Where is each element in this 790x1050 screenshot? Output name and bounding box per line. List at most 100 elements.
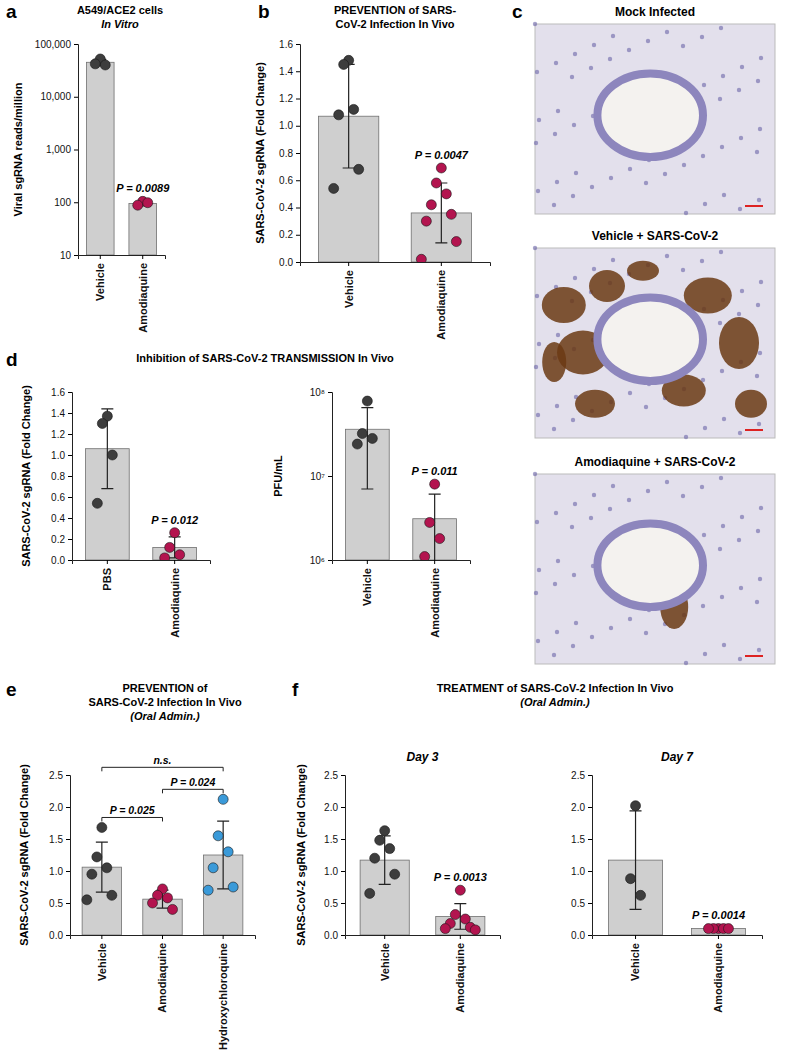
y-tick: 0.0: [571, 930, 592, 941]
y-tick: 1.5: [571, 834, 592, 845]
tick-label: Amodiaquine: [454, 943, 466, 1013]
nucleus: [553, 132, 557, 136]
tick-label: 0.0: [49, 930, 63, 941]
nucleus: [759, 506, 763, 510]
y-tick: 100,000: [35, 39, 78, 50]
tick-label: Amodiaquine: [169, 568, 181, 638]
x-tick: Amodiaquine: [137, 255, 149, 333]
tick-label: 1.0: [571, 866, 585, 877]
data-point: [420, 552, 430, 560]
nucleus: [702, 83, 706, 87]
nucleus: [757, 198, 761, 202]
tick-label: Vehicle: [94, 263, 106, 301]
annotation: P = 0.011: [412, 465, 458, 477]
data-point: [455, 885, 465, 895]
tick-label: 100,000: [35, 39, 72, 50]
tick-label: 1.0: [324, 866, 338, 877]
y-tick: 1.6: [51, 387, 72, 398]
tick-label: 2.0: [324, 802, 338, 813]
y-tick: 100: [54, 197, 78, 208]
y-tick: 0.6: [51, 492, 72, 503]
x-tick: Vehicle: [361, 560, 373, 606]
tick-mark: [66, 839, 70, 840]
data-point: [87, 869, 97, 879]
tick-mark: [588, 839, 592, 840]
nucleus: [628, 617, 632, 621]
tick-mark: [341, 775, 345, 776]
nucleus: [592, 493, 596, 497]
tick-label: 1.0: [49, 866, 63, 877]
axis-line: [301, 263, 491, 267]
nucleus: [571, 418, 575, 422]
panel-label: b: [258, 1, 270, 22]
marks: [82, 794, 243, 935]
nucleus: [755, 600, 759, 604]
tick-mark: [296, 153, 300, 154]
data-point: [163, 893, 173, 903]
tick-label: 0.2: [279, 229, 293, 240]
tick-mark: [100, 255, 101, 259]
x-tick: Vehicle: [94, 255, 106, 301]
nucleus: [644, 631, 648, 635]
tick-mark: [68, 434, 72, 435]
chart-title: PREVENTION of SARS-: [334, 4, 457, 16]
tick-label: PBS: [101, 568, 113, 591]
data-point: [148, 898, 158, 908]
data-point: [97, 822, 107, 832]
tick-label: 1.5: [49, 834, 63, 845]
tick-label: 10⁸: [310, 387, 325, 398]
data-point: [390, 869, 400, 879]
data-point: [218, 794, 228, 804]
axis-line: [346, 936, 501, 940]
nucleus: [758, 127, 762, 131]
tick-mark: [66, 903, 70, 904]
figure: aA549/ACE2 cellsIn Vitro101001,00010,000…: [0, 0, 790, 1050]
tick-label: 0.8: [279, 148, 293, 159]
nucleus: [534, 365, 538, 369]
nucleus: [718, 547, 722, 551]
marks: [319, 55, 472, 262]
data-point: [470, 925, 480, 935]
data-point: [175, 550, 185, 560]
nucleus: [608, 507, 612, 511]
tick-mark: [68, 476, 72, 477]
tick-label: 100: [54, 197, 71, 208]
nucleus: [701, 604, 705, 608]
axis-line: [68, 393, 73, 561]
marks: [85, 409, 196, 560]
chart-title: SARS-CoV-2 Infection In Vivo: [88, 696, 241, 708]
data-point: [133, 200, 143, 210]
tick-label: Amodiaquine: [156, 943, 168, 1013]
nucleus: [722, 643, 726, 647]
nucleus: [536, 189, 540, 193]
nucleus: [684, 211, 688, 215]
tick-mark: [328, 560, 332, 561]
data-point: [107, 450, 117, 460]
tick-label: 0.5: [324, 898, 338, 909]
y-tick: 0.0: [49, 930, 70, 941]
bracket-label: P = 0.025: [110, 804, 155, 816]
nucleus: [737, 312, 741, 316]
data-point: [446, 209, 456, 219]
scale-bar: [745, 205, 763, 207]
nucleus: [739, 136, 743, 140]
marks: [609, 801, 746, 935]
stain: [542, 342, 566, 382]
nucleus: [646, 39, 650, 43]
tick-label: Vehicle: [343, 270, 355, 308]
y-tick: 1.5: [49, 834, 70, 845]
nucleus: [756, 303, 760, 307]
y-axis-title: SARS-CoV-2 sgRNA (Fold Change): [20, 385, 32, 567]
error-bar: [343, 64, 355, 168]
y-axis-title: Viral sgRNA reads/million: [12, 82, 24, 216]
nucleus: [718, 97, 722, 101]
y-tick: 2.0: [324, 802, 345, 813]
tick-mark: [588, 807, 592, 808]
tick-label: 2.5: [324, 770, 338, 781]
y-tick: 0.4: [51, 513, 72, 524]
error-bar: [361, 408, 373, 489]
data-point: [426, 200, 436, 210]
data-point: [203, 885, 213, 895]
tick-label: 1,000: [46, 144, 71, 155]
nucleus: [682, 163, 686, 167]
